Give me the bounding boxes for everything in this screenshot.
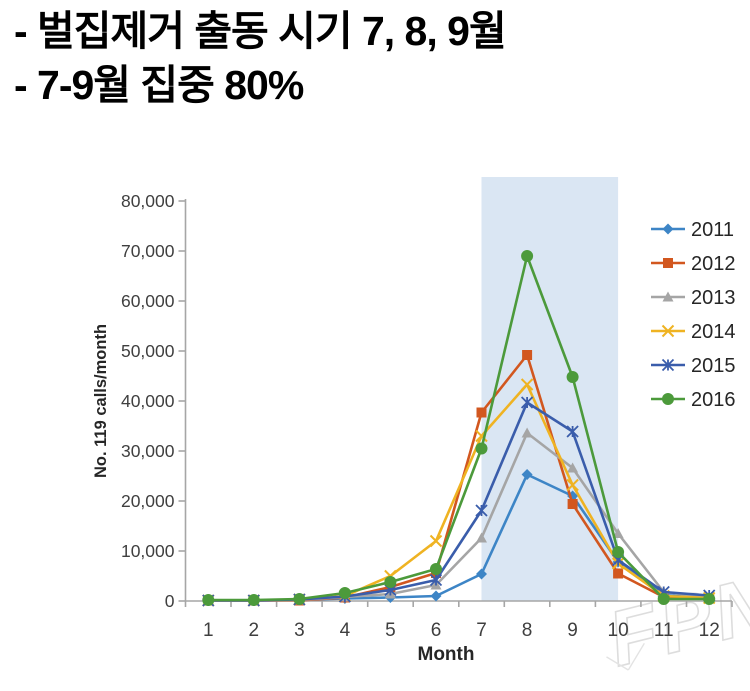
header-line-2: - 7-9월 집중 80%: [14, 62, 304, 108]
x-tick-label: 3: [294, 620, 305, 641]
legend: 2011 2012 2013 2014 2015 2016: [651, 219, 736, 411]
y-tick-label: 60,000: [121, 291, 175, 311]
x-tick-label: 12: [699, 620, 720, 641]
x-tick-label: 4: [340, 620, 351, 641]
series-2012: [203, 350, 715, 606]
highlight-band: [481, 177, 619, 601]
y-tick-label: 0: [165, 591, 175, 611]
legend-item-2012: 2012: [651, 253, 736, 275]
x-tick-label: 10: [608, 620, 629, 641]
x-tick-label: 6: [431, 620, 442, 641]
x-tick-label: 5: [385, 620, 396, 641]
y-tick-label: 40,000: [121, 391, 175, 411]
x-axis: 1 2 3 4 5 6 7 8 9 10 11 12: [184, 600, 733, 641]
legend-item-2013: 2013: [651, 287, 736, 309]
legend-item-2016: 2016: [651, 389, 736, 411]
legend-label: 2015: [691, 355, 736, 377]
legend-label: 2016: [691, 389, 736, 411]
y-tick-label: 20,000: [121, 491, 175, 511]
legend-item-2011: 2011: [651, 219, 734, 241]
x-tick-label: 1: [203, 620, 214, 641]
series-2016: [202, 250, 716, 606]
x-tick-label: 7: [476, 620, 487, 641]
y-axis-title: No. 119 calls/month: [92, 324, 110, 478]
legend-label: 2011: [691, 219, 734, 241]
legend-item-2014: 2014: [651, 321, 736, 343]
y-axis: 0 10,000 20,000 30,000 40,000 50,000 60,000 70,…: [121, 191, 187, 611]
header-text: - 벌집제거 출동 시기 7, 8, 9월 - 7-9월 집중 80%: [14, 4, 507, 112]
legend-item-2015: 2015: [651, 355, 736, 377]
x-tick-label: 2: [249, 620, 260, 641]
y-tick-label: 30,000: [121, 441, 175, 461]
x-tick-label: 9: [567, 620, 578, 641]
legend-label: 2012: [691, 253, 736, 275]
x-tick-label: 11: [654, 620, 674, 641]
header-line-1: - 벌집제거 출동 시기 7, 8, 9월: [14, 8, 507, 54]
y-tick-label: 80,000: [121, 191, 175, 211]
y-tick-label: 10,000: [121, 541, 175, 561]
legend-label: 2013: [691, 287, 736, 309]
x-tick-label: 8: [522, 620, 533, 641]
legend-label: 2014: [691, 321, 736, 343]
y-tick-label: 70,000: [121, 241, 175, 261]
x-axis-title: Month: [418, 644, 475, 665]
y-tick-label: 50,000: [121, 341, 175, 361]
series-2015: [202, 396, 716, 607]
